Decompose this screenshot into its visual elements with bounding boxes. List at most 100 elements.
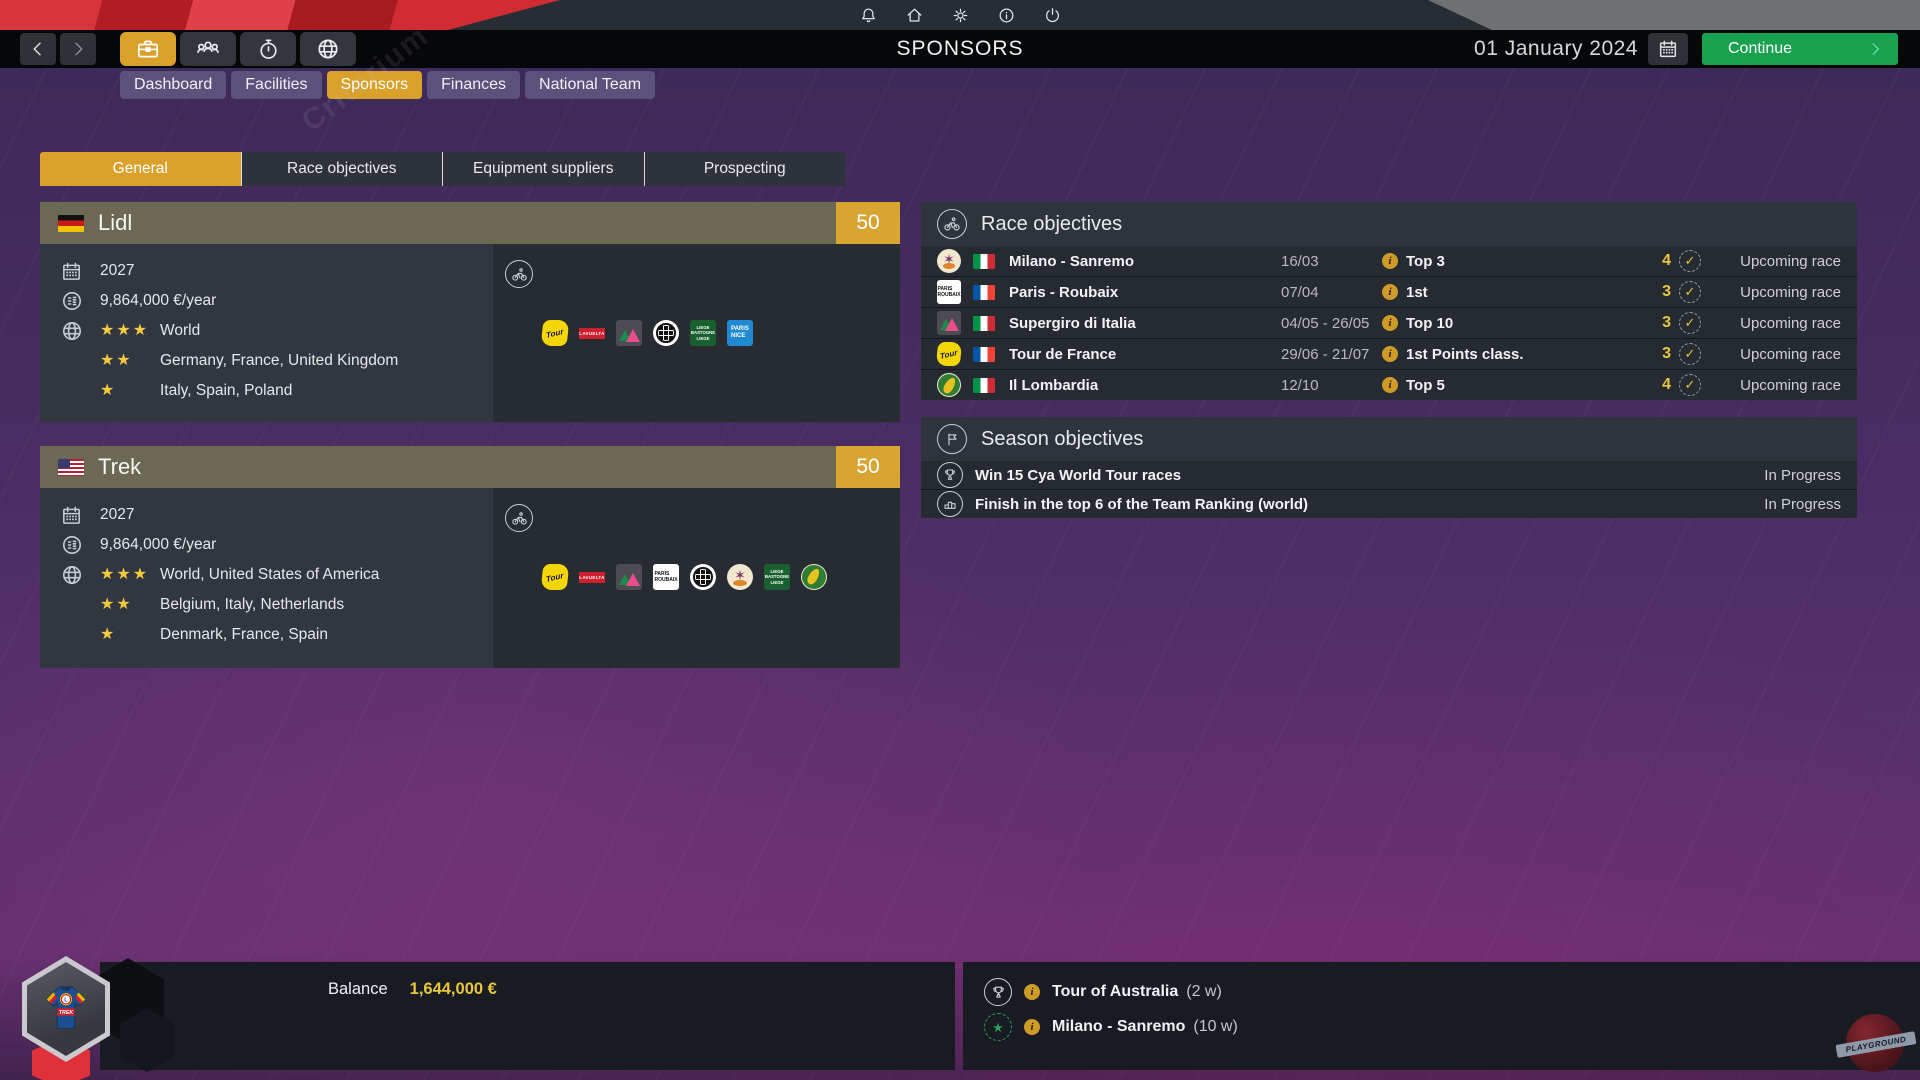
check-circle-icon: [1679, 281, 1701, 303]
achievement-detail: (2 w): [1186, 983, 1222, 1000]
power-icon: [1046, 8, 1058, 21]
usa-flag-icon: [58, 458, 84, 476]
season-objectives-panel: Season objectives Win 15 Cya World Tour …: [921, 417, 1857, 519]
tab-race-objectives[interactable]: Race objectives: [241, 152, 443, 186]
subtab-facilities[interactable]: Facilities: [231, 71, 322, 99]
season-objective-status: In Progress: [1764, 466, 1841, 484]
roubaix-cobble-logo: [653, 320, 679, 346]
globe-icon: [60, 563, 84, 587]
power-button[interactable]: [1041, 4, 1063, 26]
sponsor-race-logos: [540, 320, 753, 346]
check-circle-icon: [1679, 250, 1701, 272]
home-button[interactable]: [903, 4, 925, 26]
contract-amount: 9,864,000 €/year: [100, 536, 217, 553]
race-logo: [935, 342, 963, 366]
race-objective-row[interactable]: Supergiro di Italia 04/05 - 26/05 Top 10…: [921, 308, 1857, 338]
tab-prospecting[interactable]: Prospecting: [644, 152, 845, 186]
race-objectives-icon: [937, 209, 967, 239]
race-objective-row[interactable]: Il Lombardia 12/10 Top 5 4 Upcoming race: [921, 370, 1857, 400]
gear-icon: [954, 9, 966, 21]
cyclist-icon: [505, 504, 533, 532]
sponsor-card-lidl[interactable]: Lidl 50 2027 9,864,000 €/year ★★★ World: [40, 202, 900, 422]
top-banner-gray: [1428, 0, 1920, 30]
sponsor-header: Lidl 50: [40, 202, 900, 244]
sponsor-card-trek[interactable]: Trek 50 2027 9,864,000 €/year ★★★ World,…: [40, 446, 900, 668]
check-circle-icon: [1679, 374, 1701, 396]
achievement-row[interactable]: Tour of Australia (2 w): [984, 978, 1222, 1006]
continue-button[interactable]: Continue: [1702, 33, 1898, 65]
la-vuelta-logo: [579, 564, 605, 590]
subtab-national-team[interactable]: National Team: [525, 71, 656, 99]
sponsor-rating-badge: 50: [836, 202, 900, 244]
sponsor-header: Trek 50: [40, 446, 900, 488]
objective-count: 4: [1662, 376, 1671, 393]
race-name: Paris - Roubaix: [1009, 283, 1119, 301]
season-objectives-rows: Win 15 Cya World Tour races In Progress …: [921, 461, 1857, 518]
svg-text:TREK: TREK: [59, 1010, 75, 1016]
liege-logo: [764, 564, 790, 590]
one-star-rating: ★: [100, 626, 117, 643]
paris-nice-logo: [727, 320, 753, 346]
season-objectives-header: Season objectives: [921, 417, 1857, 461]
back-button[interactable]: [20, 33, 56, 65]
tour-de-france-logo: [540, 320, 570, 346]
team-jersey-icon: L TREK: [45, 986, 87, 1029]
race-status: Upcoming race: [1740, 314, 1841, 332]
balance-panel: Balance 1,644,000 €: [100, 962, 955, 1070]
subtab-dashboard[interactable]: Dashboard: [120, 71, 227, 99]
italy-flag-icon: [973, 253, 995, 269]
race-name: Tour de France: [1009, 345, 1117, 363]
region-row: ★ Italy, Spain, Poland: [60, 376, 493, 406]
achievement-name: Milano - Sanremo: [1052, 1018, 1186, 1035]
race-objective-row[interactable]: Milano - Sanremo 16/03 Top 3 4 Upcoming …: [921, 246, 1857, 276]
liege-logo: [690, 320, 716, 346]
calendar-button[interactable]: [1648, 33, 1688, 65]
calendar-icon: [60, 504, 83, 527]
nav-bar: SPONSORS 01 January 2024 Continue: [0, 30, 1920, 68]
race-status: Upcoming race: [1740, 252, 1841, 270]
forward-button[interactable]: [60, 33, 96, 65]
region-row: ★★ Germany, France, United Kingdom: [60, 346, 493, 376]
contract-end-row: 2027: [60, 500, 493, 530]
tab-world[interactable]: [300, 32, 356, 66]
achievement-name: Tour of Australia: [1052, 983, 1179, 1000]
tab-equipment-suppliers[interactable]: Equipment suppliers: [443, 152, 645, 186]
sponsor-body: 2027 9,864,000 €/year ★★★ World ★★ Germa…: [40, 244, 900, 422]
tab-riders[interactable]: [180, 32, 236, 66]
race-objective: 1st: [1406, 283, 1428, 301]
season-objective-row[interactable]: Win 15 Cya World Tour races In Progress: [921, 461, 1857, 489]
info-button[interactable]: [995, 4, 1017, 26]
star-badge-icon: [984, 1013, 1012, 1041]
tab-general[interactable]: General: [40, 152, 242, 186]
race-objective-row[interactable]: Paris - Roubaix 07/04 1st 3 Upcoming rac…: [921, 277, 1857, 307]
one-star-rating: ★: [100, 382, 117, 399]
content-tabs: General Race objectives Equipment suppli…: [40, 152, 845, 186]
subtab-finances[interactable]: Finances: [427, 71, 521, 99]
region-label: Denmark, France, Spain: [160, 626, 328, 643]
region-row: ★★★ World: [60, 316, 493, 346]
race-objective: Top 10: [1406, 314, 1454, 332]
race-objective-row[interactable]: Tour de France 29/06 - 21/07 1st Points …: [921, 339, 1857, 369]
settings-button[interactable]: [949, 4, 971, 26]
notifications-button[interactable]: [857, 4, 879, 26]
achievement-row[interactable]: Milano - Sanremo (10 w): [984, 1013, 1238, 1041]
info-badge-icon: [1382, 346, 1398, 362]
trophy-icon: [984, 978, 1012, 1006]
calendar-icon: [1661, 41, 1676, 56]
sponsor-name: Lidl: [98, 210, 133, 235]
sponsor-race-logos: [540, 564, 827, 590]
region-row: ★★ Belgium, Italy, Netherlands: [60, 590, 493, 620]
tab-team-management[interactable]: [120, 32, 176, 66]
system-icons: [857, 0, 1063, 30]
region-row: ★ Denmark, France, Spain: [60, 620, 493, 650]
france-flag-icon: [973, 284, 995, 300]
race-objectives-panel: Race objectives Milano - Sanremo 16/03 T…: [921, 202, 1857, 400]
achievement-detail: (10 w): [1193, 1018, 1238, 1035]
tab-schedule[interactable]: [240, 32, 296, 66]
season-objective-row[interactable]: Finish in the top 6 of the Team Ranking …: [921, 490, 1857, 518]
balance-value: 1,644,000 €: [409, 980, 497, 998]
paris-roubaix-logo: [653, 564, 679, 590]
subtab-sponsors[interactable]: Sponsors: [326, 71, 423, 99]
sponsor-details: 2027 9,864,000 €/year ★★★ World ★★ Germa…: [40, 244, 493, 422]
